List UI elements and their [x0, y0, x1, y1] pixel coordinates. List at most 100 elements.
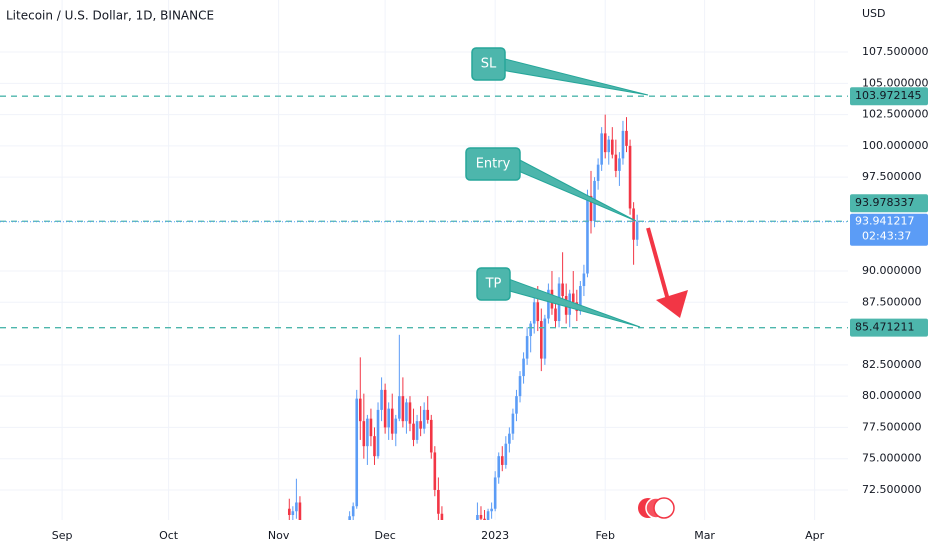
x-tick-label: 2023	[481, 529, 509, 542]
level-badge	[850, 318, 928, 337]
candle-body	[440, 513, 444, 520]
candle-body	[540, 321, 543, 359]
candle-body	[295, 502, 298, 512]
candle-body	[405, 402, 408, 422]
level-price: 85.471211	[855, 321, 915, 334]
x-tick-label: Oct	[159, 529, 179, 542]
candle-body	[369, 418, 373, 437]
candle-body	[437, 489, 440, 514]
candle-body	[476, 514, 479, 520]
y-tick-label: 75.000000	[862, 452, 922, 465]
candle-body	[433, 452, 437, 490]
y-tick-label: 102.500000	[862, 108, 928, 121]
candle-body	[515, 396, 518, 414]
candle-body	[351, 506, 355, 517]
y-axis-label: USD	[862, 7, 886, 20]
logo	[638, 497, 675, 519]
x-tick-label: Sep	[52, 529, 73, 542]
candle-body	[376, 409, 380, 457]
candle-body	[291, 511, 295, 515]
y-tick-label: 82.500000	[862, 358, 922, 371]
level-price: 93.978337	[855, 196, 915, 209]
candle-body	[362, 421, 366, 447]
x-tick-label: Feb	[595, 529, 614, 542]
candle-body	[366, 418, 369, 447]
candle-body	[547, 289, 550, 319]
candle-body	[532, 302, 536, 324]
candle-body	[390, 408, 394, 434]
candle-body	[603, 133, 607, 153]
candle-body	[529, 323, 532, 337]
candle-body	[383, 389, 387, 428]
candle-body	[582, 273, 586, 287]
candle-body	[401, 396, 405, 422]
candle-body	[419, 421, 422, 429]
last-price: 93.941217	[855, 215, 915, 228]
countdown: 02:43:37	[862, 230, 911, 243]
candle-body	[355, 398, 359, 507]
x-tick-label: Dec	[374, 529, 395, 542]
y-tick-label: 77.500000	[862, 420, 922, 433]
candle-body	[554, 308, 557, 322]
candle-body	[493, 477, 497, 509]
candle-body	[625, 130, 628, 146]
callout-box	[476, 267, 511, 301]
candle-body	[621, 130, 625, 159]
level-badge	[850, 194, 928, 213]
candle-body	[426, 409, 430, 420]
candle-body	[348, 516, 351, 520]
candle-body	[511, 413, 515, 434]
candle-body	[561, 283, 564, 297]
candle-body	[600, 133, 603, 165]
candle-body	[497, 456, 501, 478]
candle-body	[586, 195, 589, 274]
arrow	[646, 227, 670, 301]
candle-body	[412, 423, 415, 440]
candle-body	[635, 221, 639, 240]
candle-body	[607, 139, 611, 153]
x-tick-label: Apr	[805, 529, 825, 542]
grid	[0, 0, 848, 520]
callout-pointer	[500, 57, 649, 96]
callout-label: SL	[481, 57, 497, 72]
y-tick-label: 97.500000	[862, 170, 922, 183]
y-tick-label: 72.500000	[862, 483, 922, 496]
candle-body	[628, 145, 632, 209]
candle-body	[614, 154, 618, 171]
callout-pointer	[515, 157, 637, 222]
candle-body	[500, 456, 504, 465]
candle-body	[611, 139, 614, 155]
candle-body	[287, 508, 291, 515]
y-tick-label: 100.000000	[862, 139, 928, 152]
candle-body	[571, 293, 575, 303]
y-tick-label: 105.000000	[862, 76, 928, 89]
callout-box	[465, 147, 521, 181]
plot-area	[287, 114, 639, 520]
candle-body	[508, 433, 511, 444]
callout-label: TP	[485, 277, 502, 292]
y-tick-label: 80.000000	[862, 389, 922, 402]
candle-body	[525, 336, 529, 359]
candle-body	[415, 421, 419, 440]
candle-body	[298, 502, 302, 520]
y-tick-label: 107.500000	[862, 45, 928, 58]
overlay: 103.972145 SL 93.978337 Entry 85.471211 TP 93.…	[0, 47, 928, 337]
candle-body	[543, 318, 547, 359]
x-tick-label: Nov	[268, 529, 290, 542]
candle-body	[479, 514, 483, 519]
candle-body	[422, 409, 426, 429]
candle-body	[394, 418, 398, 434]
candle-body	[579, 286, 582, 312]
candle-body	[518, 376, 522, 397]
candle-body	[387, 408, 390, 428]
candle-body	[398, 396, 401, 419]
arrow-head	[656, 290, 688, 318]
candle-body	[618, 158, 621, 171]
callout-box	[471, 47, 506, 81]
candle-body	[486, 511, 490, 520]
y-tick-label: 87.500000	[862, 295, 922, 308]
x-tick-label: Mar	[694, 529, 715, 542]
level-badge	[850, 87, 928, 106]
candle-body	[536, 302, 540, 322]
